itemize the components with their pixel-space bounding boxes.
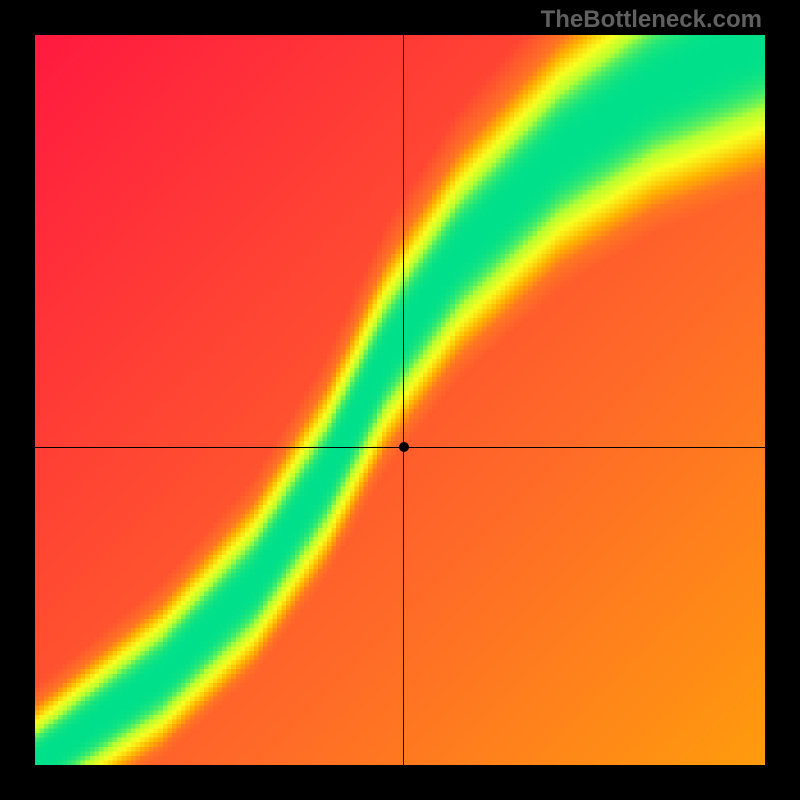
- crosshair-vertical: [403, 35, 404, 765]
- watermark-text: TheBottleneck.com: [541, 6, 762, 34]
- bottleneck-heatmap: [35, 35, 765, 765]
